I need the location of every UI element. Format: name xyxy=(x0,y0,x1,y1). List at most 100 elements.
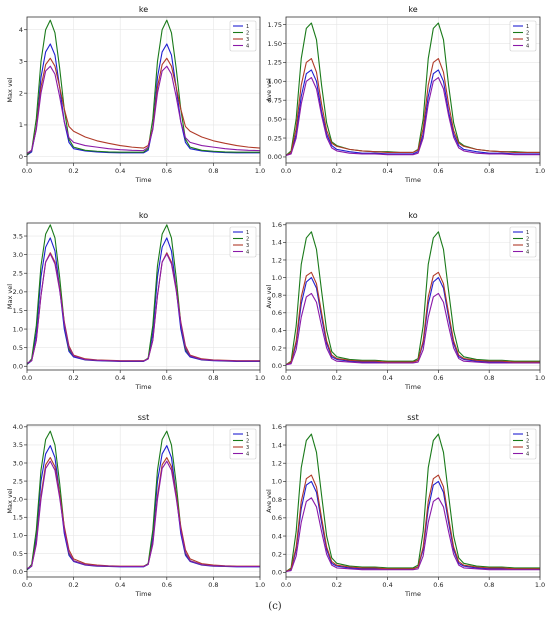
x-tick-label: 0.8 xyxy=(208,374,218,382)
x-tick-label: 1.0 xyxy=(535,167,545,175)
legend-label: 3 xyxy=(246,445,249,451)
legend-label: 2 xyxy=(246,31,249,37)
y-tick-label: 0.50 xyxy=(268,115,282,123)
y-axis-label: Ave vel xyxy=(265,284,273,308)
y-tick-label: 1.4 xyxy=(272,441,282,449)
series-line-4 xyxy=(26,65,261,154)
y-tick-label: 0.00 xyxy=(268,153,282,161)
y-tick-label: 0 xyxy=(19,153,23,161)
plot-area xyxy=(286,17,540,163)
y-tick-label: 3.0 xyxy=(13,459,23,467)
y-axis-label: Max vel xyxy=(6,284,14,309)
series-line-4 xyxy=(285,497,540,573)
x-tick-label: 0.0 xyxy=(22,167,32,175)
axes-frame xyxy=(26,424,261,578)
y-tick-label: 0.6 xyxy=(272,309,282,317)
y-tick-label: 3.5 xyxy=(13,232,23,240)
legend-label: 3 xyxy=(246,37,249,43)
legend-label: 3 xyxy=(526,445,529,451)
series-line-1 xyxy=(26,43,260,156)
y-tick-label: 1.5 xyxy=(13,307,23,315)
legend-label: 3 xyxy=(246,243,249,249)
chart-panel: 0.0 0.2 0.4 0.6 0.8 1.0 0.00 0.25 0.50 0.75 1.00 1.… xyxy=(265,5,545,184)
x-tick-label: 1.0 xyxy=(535,581,545,589)
y-tick-label: 1.0 xyxy=(13,325,23,333)
x-tick-label: 0.8 xyxy=(208,167,218,175)
axes-frame xyxy=(285,16,541,164)
y-tick-label: 1.2 xyxy=(272,256,282,264)
x-tick-label: 1.0 xyxy=(255,167,265,175)
legend-label: 2 xyxy=(246,237,249,243)
series-line-3 xyxy=(285,271,540,366)
legend-label: 1 xyxy=(526,432,529,438)
y-tick-label: 0.4 xyxy=(272,327,282,335)
x-tick-label: 0.6 xyxy=(433,167,443,175)
y-tick-label: 1.0 xyxy=(272,478,282,486)
chart-panel: 0.0 0.2 0.4 0.6 0.8 1.0 0.0 0.2 0.4 0.6 0.8 1.0 1.2 1… xyxy=(265,211,545,391)
y-tick-label: 1.75 xyxy=(268,21,282,29)
x-tick-label: 0.2 xyxy=(332,374,342,382)
legend-label: 1 xyxy=(526,24,529,30)
x-tick-label: 0.8 xyxy=(208,581,218,589)
y-tick-label: 0.0 xyxy=(272,569,282,577)
x-tick-label: 0.6 xyxy=(433,581,443,589)
series-line-2 xyxy=(285,231,540,366)
y-tick-label: 4.0 xyxy=(13,423,23,431)
plot-area xyxy=(27,17,260,163)
y-axis-label: Max vel xyxy=(6,488,14,513)
legend-label: 2 xyxy=(526,439,529,445)
series-line-1 xyxy=(285,69,540,156)
x-tick-label: 0.4 xyxy=(115,581,125,589)
axes-frame xyxy=(285,222,541,371)
y-tick-label: 1.6 xyxy=(272,423,282,431)
y-tick-label: 1.50 xyxy=(268,40,282,48)
series-line-4 xyxy=(285,292,540,366)
x-tick-label: 0.4 xyxy=(382,581,392,589)
legend-label: 3 xyxy=(526,243,529,249)
x-tick-label: 0.4 xyxy=(115,374,125,382)
x-tick-label: 0.8 xyxy=(484,167,494,175)
chart-title: ke xyxy=(408,5,417,14)
y-tick-label: 3.5 xyxy=(13,441,23,449)
legend-box xyxy=(229,20,257,52)
x-tick-label: 0.6 xyxy=(433,374,443,382)
x-tick-label: 0.8 xyxy=(484,581,494,589)
x-axis-label: Time xyxy=(135,590,152,598)
series-line-2 xyxy=(285,433,540,572)
x-tick-label: 1.0 xyxy=(535,374,545,382)
chart-title: ke xyxy=(139,5,148,14)
x-tick-label: 0.0 xyxy=(281,374,291,382)
x-tick-label: 0.6 xyxy=(162,374,172,382)
x-axis-label: Time xyxy=(404,176,421,184)
y-tick-label: 1.25 xyxy=(268,59,282,67)
legend-label: 4 xyxy=(526,452,529,458)
chart-panel: 0.0 0.2 0.4 0.6 0.8 1.0 0.0 0.2 0.4 0.6 0.8 1.0 1.2 1… xyxy=(265,413,545,598)
y-tick-label: 1.4 xyxy=(272,239,282,247)
x-axis-label: Time xyxy=(135,383,152,391)
y-tick-label: 1.2 xyxy=(272,460,282,468)
y-tick-label: 0.8 xyxy=(272,291,282,299)
y-tick-label: 0.0 xyxy=(13,363,23,371)
x-axis-label: Time xyxy=(404,383,421,391)
y-tick-label: 3 xyxy=(19,58,23,66)
legend-box xyxy=(229,428,257,460)
legend-label: 4 xyxy=(246,44,249,50)
legend-box xyxy=(509,20,537,52)
y-axis-label: Ave vel xyxy=(265,78,273,102)
legend-box xyxy=(229,226,257,258)
x-tick-label: 0.2 xyxy=(332,167,342,175)
y-tick-label: 0.75 xyxy=(268,97,282,105)
x-tick-label: 0.2 xyxy=(68,374,78,382)
x-tick-label: 0.0 xyxy=(281,167,291,175)
y-tick-label: 4 xyxy=(19,26,23,34)
series-line-4 xyxy=(26,253,260,364)
x-tick-label: 0.2 xyxy=(68,581,78,589)
chart-title: ko xyxy=(139,211,148,220)
x-tick-label: 0.2 xyxy=(332,581,342,589)
x-tick-label: 0.0 xyxy=(22,581,32,589)
chart-title: sst xyxy=(138,413,149,422)
legend-label: 3 xyxy=(526,37,529,43)
y-tick-label: 0.8 xyxy=(272,496,282,504)
x-tick-label: 0.4 xyxy=(382,374,392,382)
